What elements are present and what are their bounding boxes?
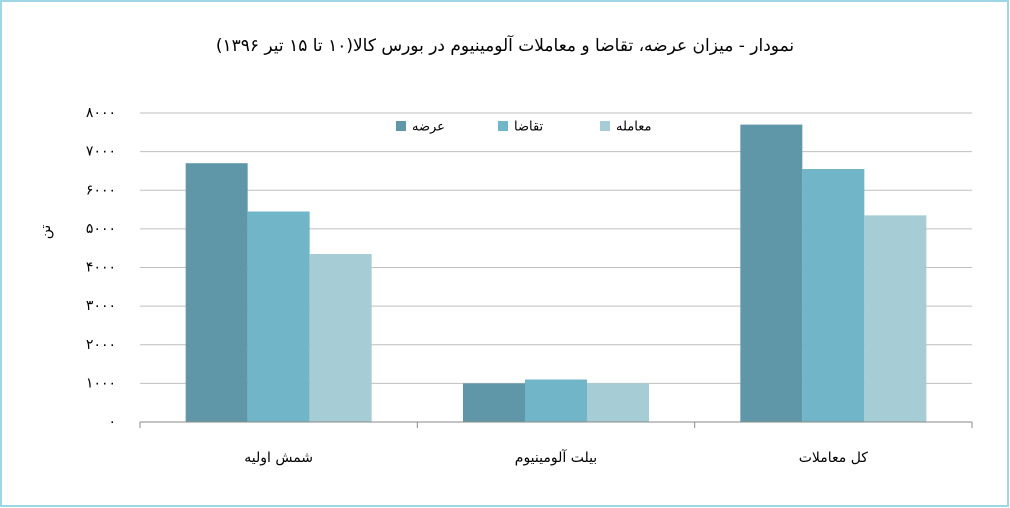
y-tick-label: ۶۰۰۰: [86, 182, 116, 198]
bar: [247, 211, 310, 422]
x-tick-label: بیلت آلومینیوم: [515, 449, 597, 466]
y-tick-label: ۴۰۰۰: [86, 260, 116, 276]
bar: [185, 163, 248, 422]
bar: [864, 215, 927, 422]
y-tick-label: ۵۰۰۰: [86, 221, 116, 237]
bar: [587, 383, 649, 422]
legend-label: تقاضا: [514, 120, 544, 135]
bar: [525, 379, 587, 422]
legend-swatch: [396, 121, 406, 131]
bar: [802, 169, 865, 422]
x-tick-label: شمش اولیه: [244, 450, 313, 466]
y-axis-title: تن: [38, 225, 54, 240]
chart-title: نمودار - میزان عرضه، تقاضا و معاملات آلو…: [216, 34, 794, 56]
bar: [463, 383, 525, 422]
legend-label: معامله: [616, 120, 651, 135]
x-tick-label: کل معاملات: [799, 450, 869, 466]
bar: [740, 124, 803, 423]
y-tick-label: ۰: [108, 414, 116, 430]
bar: [309, 253, 372, 422]
legend-swatch: [600, 121, 610, 131]
y-tick-label: ۳۰۰۰: [86, 298, 116, 314]
y-tick-label: ۱۰۰۰: [86, 375, 116, 391]
legend-swatch: [498, 121, 508, 131]
y-tick-label: ۲۰۰۰: [86, 337, 116, 353]
y-tick-label: ۸۰۰۰: [86, 105, 116, 121]
legend-label: عرضه: [412, 120, 445, 135]
y-tick-label: ۷۰۰۰: [86, 144, 116, 160]
